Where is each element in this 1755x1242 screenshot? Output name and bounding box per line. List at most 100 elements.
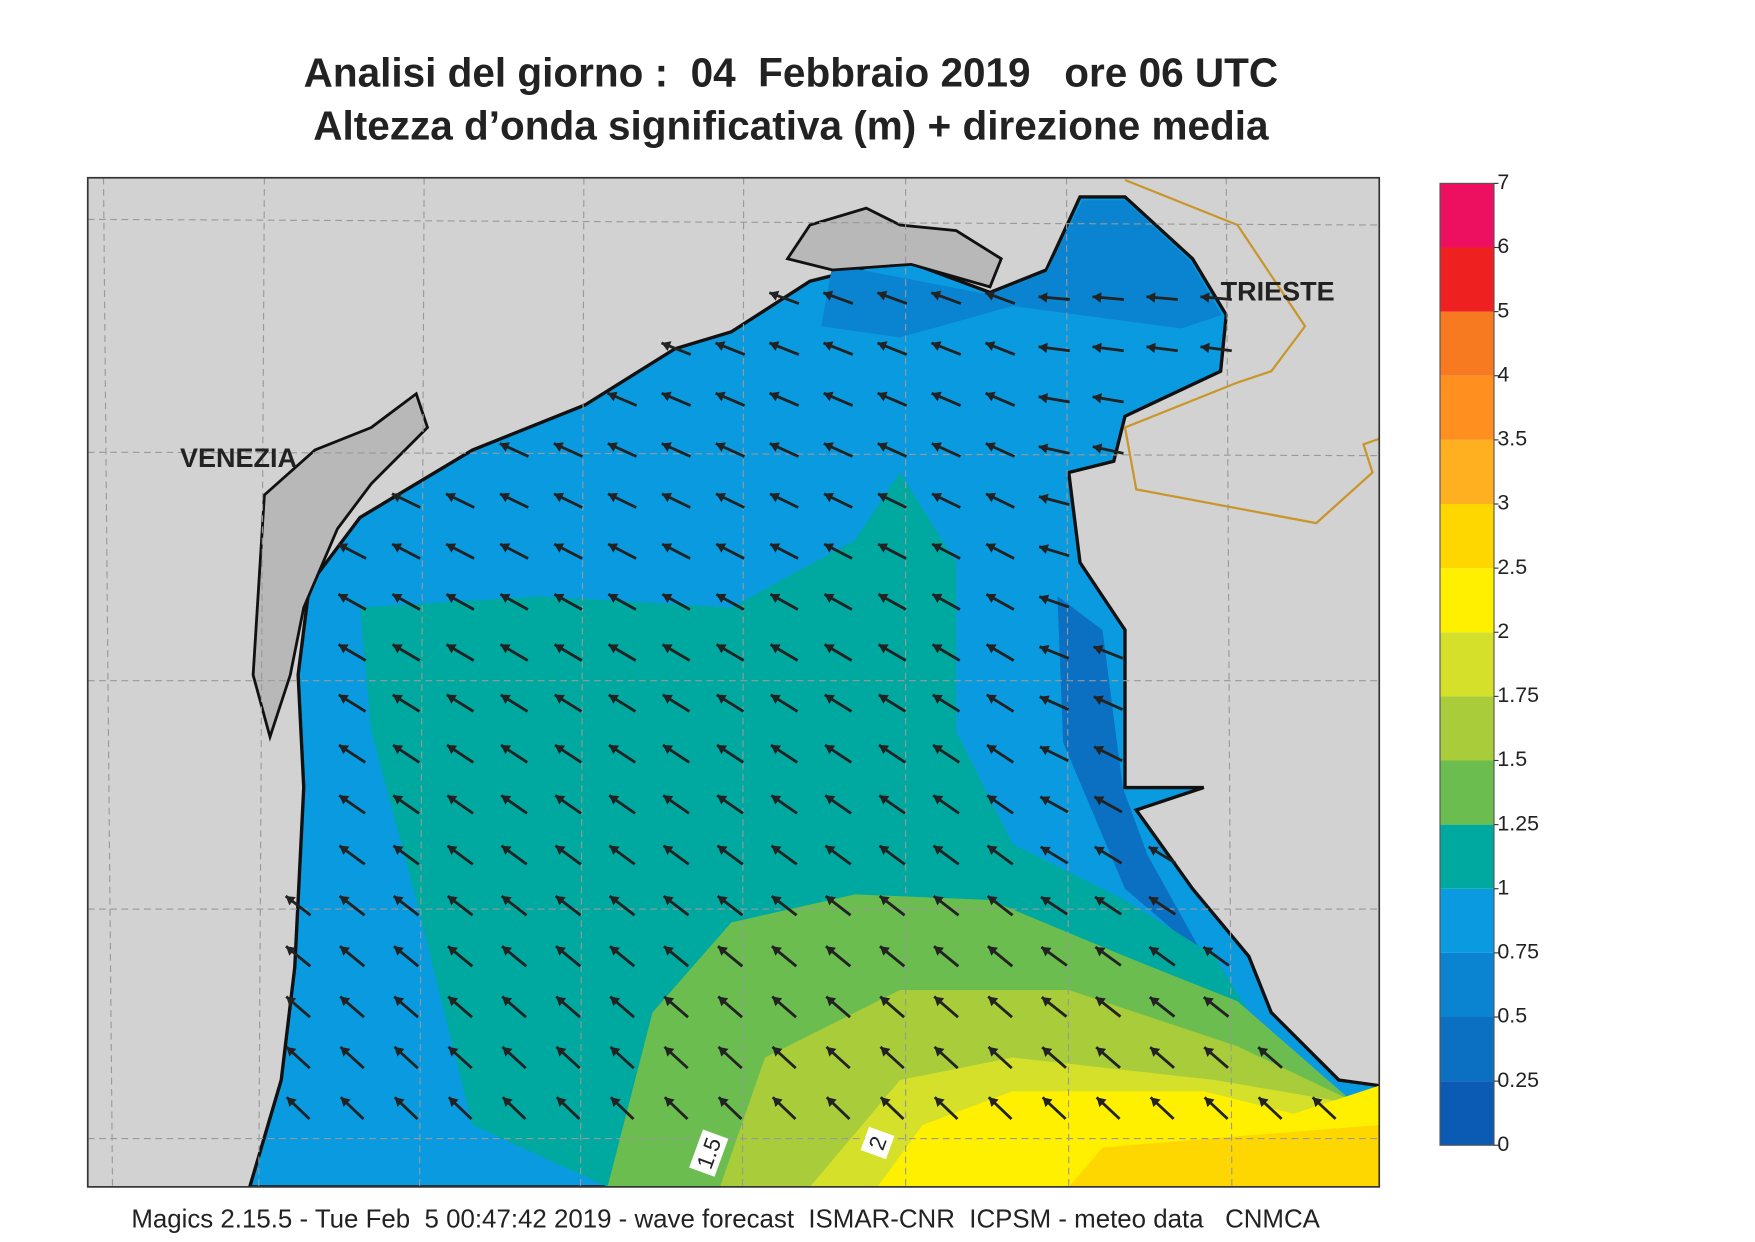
- arrow-head: [500, 745, 512, 755]
- arrow-head: [664, 996, 675, 1007]
- arrow-head: [338, 644, 349, 654]
- arrow-head: [394, 996, 405, 1007]
- arrow-head: [286, 1097, 297, 1107]
- arrow-head: [932, 543, 943, 553]
- colorbar-label: 3.5: [1497, 427, 1527, 451]
- arrow-head: [1146, 292, 1156, 303]
- lagoon-land: [251, 391, 430, 742]
- arrow-head: [931, 442, 942, 452]
- arrow-head: [988, 1046, 999, 1057]
- arrow-head: [877, 492, 889, 503]
- arrow-head: [500, 593, 511, 604]
- arrow-head: [718, 1097, 729, 1107]
- arrow-head: [986, 745, 998, 755]
- colorbar-label: 0.75: [1497, 940, 1539, 964]
- arrow-head: [554, 543, 565, 553]
- colorbar-segment: [1440, 1017, 1494, 1082]
- colorbar-segment: [1440, 247, 1494, 312]
- colorbar-segment: [1440, 952, 1494, 1017]
- arrow-head: [716, 745, 728, 755]
- arrow-head: [340, 996, 351, 1007]
- arrow-head: [1149, 896, 1160, 907]
- arrow-head: [338, 543, 349, 553]
- arrow-head: [394, 1097, 405, 1107]
- arrow-head: [1092, 443, 1103, 454]
- arrow-head: [718, 996, 729, 1007]
- arrow-head: [1040, 745, 1051, 756]
- arrow-head: [608, 593, 619, 604]
- arrow-head: [771, 845, 782, 856]
- arrow-head: [769, 492, 781, 503]
- arrow-head: [555, 895, 566, 906]
- arrow-head: [715, 391, 726, 402]
- arrow-head: [1038, 443, 1049, 454]
- arrow-head: [609, 795, 620, 805]
- arrow-head: [877, 341, 888, 352]
- arrow-head: [663, 795, 674, 805]
- arrow-head: [823, 391, 834, 402]
- arrow-head: [880, 1097, 891, 1107]
- arrow-head: [1038, 493, 1049, 504]
- arrow-head: [717, 845, 728, 856]
- arrow-head: [391, 492, 403, 503]
- arrow-head: [879, 845, 890, 856]
- colorbar-segment: [1440, 439, 1494, 504]
- colorbar-label: 0.25: [1497, 1068, 1539, 1092]
- arrow-head: [769, 442, 780, 452]
- arrow-head: [933, 946, 944, 956]
- arrow-head: [501, 946, 512, 956]
- arrow-head: [931, 290, 942, 301]
- arrow-head: [1093, 695, 1104, 706]
- arrow-head: [500, 543, 511, 553]
- arrow-head: [447, 845, 458, 856]
- arrow-head: [879, 895, 890, 906]
- arrow-head: [339, 946, 350, 956]
- arrow-head: [1039, 594, 1050, 605]
- colorbar-label: 1: [1497, 875, 1509, 899]
- arrow-head: [339, 845, 350, 856]
- arrow-head: [986, 694, 997, 704]
- arrow-head: [880, 1046, 891, 1057]
- arrow-head: [1095, 896, 1106, 907]
- arrow-head: [285, 946, 296, 956]
- arrow-head: [987, 895, 998, 906]
- arrow-head: [393, 946, 404, 956]
- arrow-head: [769, 391, 780, 402]
- arrow-head: [555, 795, 566, 805]
- arrow-head: [770, 694, 781, 704]
- arrow-head: [286, 996, 297, 1007]
- arrow-head: [445, 492, 457, 503]
- arrow-head: [770, 593, 781, 604]
- arrow-head: [1039, 695, 1050, 706]
- arrow-head: [934, 996, 945, 1007]
- arrow-head: [607, 391, 618, 402]
- arrow-head: [1038, 393, 1049, 404]
- arrow-head: [608, 694, 619, 704]
- arrow-head: [553, 442, 564, 452]
- colorbar-label: 2.5: [1497, 555, 1527, 579]
- arrow-head: [824, 745, 836, 755]
- arrow-head: [987, 845, 998, 856]
- arrow-head: [1204, 1097, 1215, 1108]
- arrow-head: [610, 1097, 621, 1107]
- arrow-head: [448, 1046, 459, 1057]
- place-label: VENEZIA: [180, 443, 297, 473]
- arrow-head: [1150, 1097, 1161, 1108]
- arrow-head: [933, 895, 944, 906]
- arrow-head: [500, 644, 511, 654]
- arrow-head: [823, 442, 834, 452]
- arrow-head: [608, 543, 619, 553]
- arrow-head: [1150, 1047, 1161, 1057]
- arrow-head: [988, 996, 999, 1007]
- arrow-head: [1039, 544, 1049, 555]
- colorbar-segment: [1440, 311, 1494, 376]
- arrow-head: [446, 644, 457, 654]
- arrow-head: [1041, 997, 1052, 1007]
- arrow-head: [825, 845, 836, 856]
- arrow-head: [447, 946, 458, 956]
- arrow-head: [609, 845, 620, 856]
- zone: [1068, 1125, 1380, 1187]
- arrow-head: [447, 895, 458, 906]
- arrow-head: [661, 341, 672, 352]
- arrow-head: [824, 644, 835, 654]
